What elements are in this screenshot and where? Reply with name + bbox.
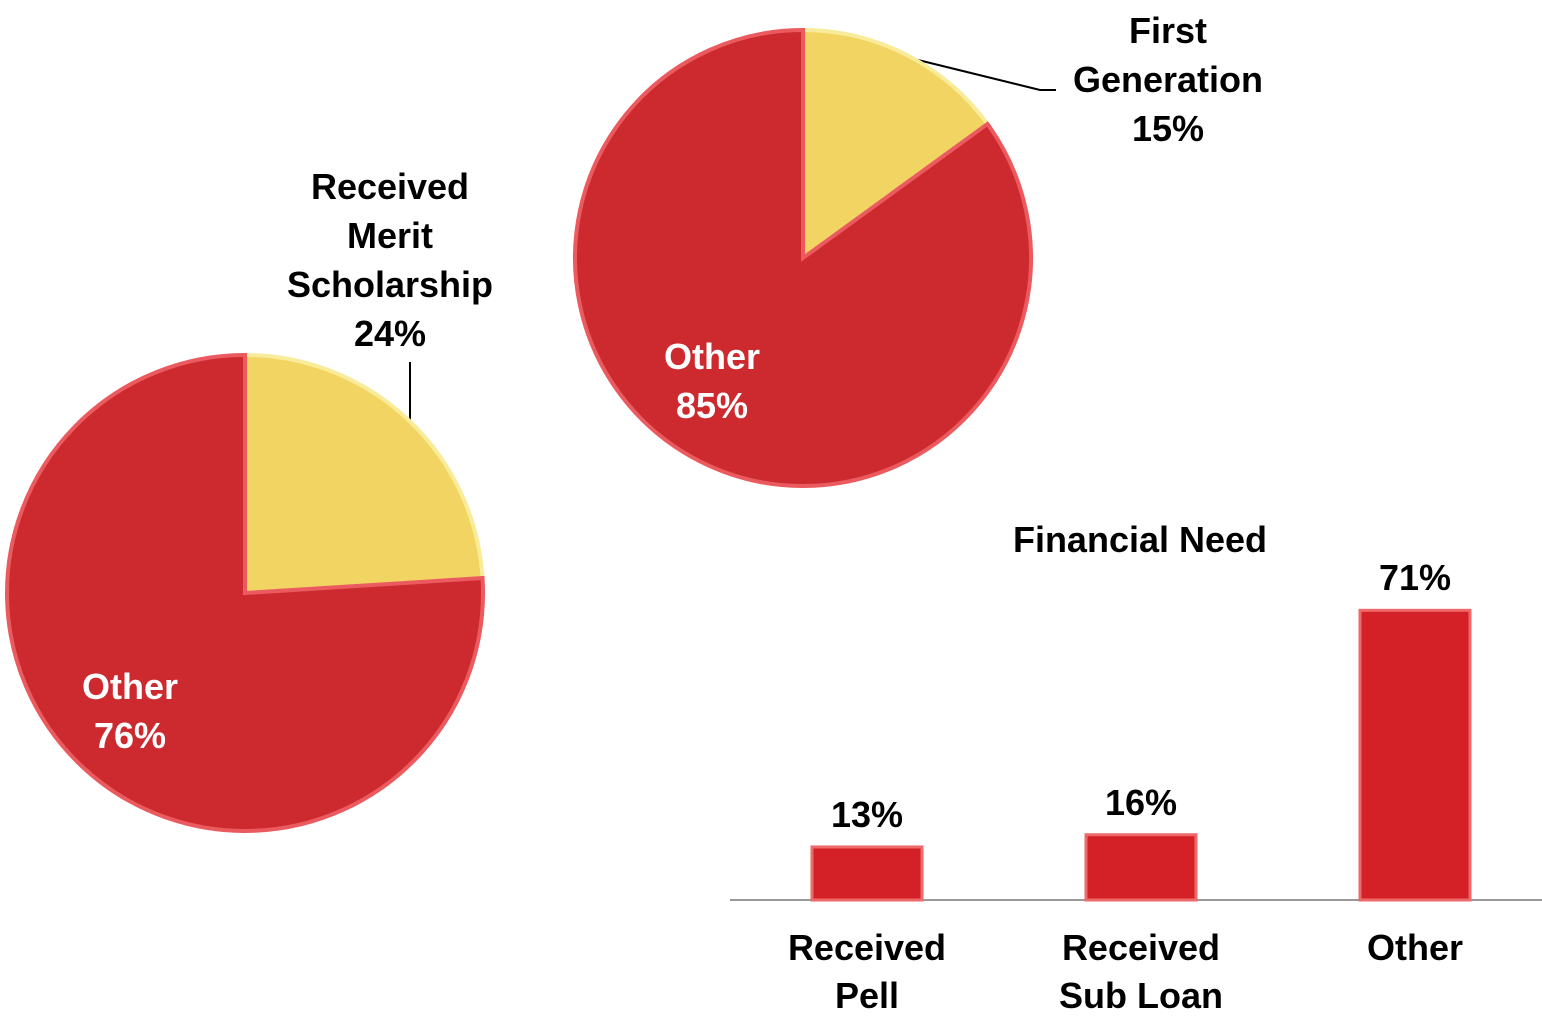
slice-label: Other — [81, 666, 179, 707]
bar-value-label: 13% — [830, 793, 904, 835]
pie-slice — [5, 352, 485, 833]
bar — [1358, 608, 1472, 902]
pie-slice — [801, 27, 991, 262]
slice-label: Received Merit Scholarship — [286, 166, 494, 305]
bar — [810, 845, 924, 902]
slice-label-group: Other 85% — [664, 332, 760, 430]
pie-slice — [243, 352, 485, 596]
bar — [1084, 833, 1198, 902]
slice-label: First Generation — [1072, 10, 1264, 100]
x-tick-label: Received Pell — [787, 927, 947, 1016]
leader-line — [909, 57, 1056, 91]
slice-label-group: First Generation 15% — [1073, 6, 1263, 153]
bar-value-label: 71% — [1378, 557, 1452, 599]
slice-label-group: Received Merit Scholarship 24% — [287, 162, 493, 358]
pie-slice — [573, 27, 1033, 488]
slice-label: Other — [663, 336, 761, 377]
slice-label-group: Other 76% — [82, 662, 178, 760]
bar-value-label: 16% — [1104, 781, 1178, 823]
chart-title: Financial Need — [1012, 519, 1268, 560]
slice-value-label: 24% — [353, 313, 427, 354]
x-tick-label: Received Sub Loan — [1059, 927, 1223, 1016]
slice-value-label: 85% — [675, 385, 749, 426]
x-tick-label: Other — [1366, 927, 1463, 968]
slice-value-label: 76% — [93, 715, 167, 756]
slice-value-label: 15% — [1131, 108, 1205, 149]
